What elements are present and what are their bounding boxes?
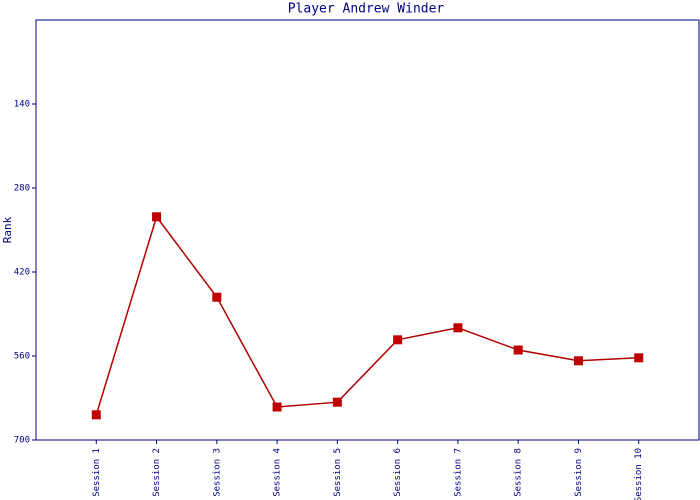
marker — [91, 410, 101, 420]
x-tick-label: Session 6 — [393, 448, 403, 497]
y-tick-label: 560 — [14, 352, 30, 362]
x-tick-label: Session 9 — [574, 448, 584, 497]
x-tick-label: Session 4 — [273, 448, 283, 497]
y-tick-label: 140 — [14, 100, 30, 110]
x-tick-label: Session 7 — [453, 448, 463, 497]
chart-title: Player Andrew Winder — [288, 2, 445, 17]
marker — [573, 356, 583, 366]
marker — [634, 353, 644, 363]
marker — [332, 397, 342, 407]
y-tick-label: 420 — [14, 268, 30, 278]
plot-frame — [35, 19, 700, 441]
marker — [212, 292, 222, 302]
series-line — [95, 215, 639, 416]
marker — [272, 402, 282, 412]
x-tick-label: Session 8 — [514, 448, 524, 497]
marker — [152, 212, 162, 222]
marker — [453, 323, 463, 333]
marker — [393, 335, 403, 345]
y-axis-label: Rank — [1, 216, 14, 243]
y-tick-label: 280 — [14, 184, 30, 194]
marker — [513, 345, 523, 355]
x-tick-label: Session 10 — [634, 448, 644, 500]
x-tick-label: Session 5 — [333, 448, 343, 497]
x-tick-label: Session 3 — [212, 448, 222, 497]
x-tick-label: Session 2 — [152, 448, 162, 497]
y-tick-label: 700 — [14, 436, 30, 446]
x-tick-label: Session 1 — [92, 448, 102, 497]
